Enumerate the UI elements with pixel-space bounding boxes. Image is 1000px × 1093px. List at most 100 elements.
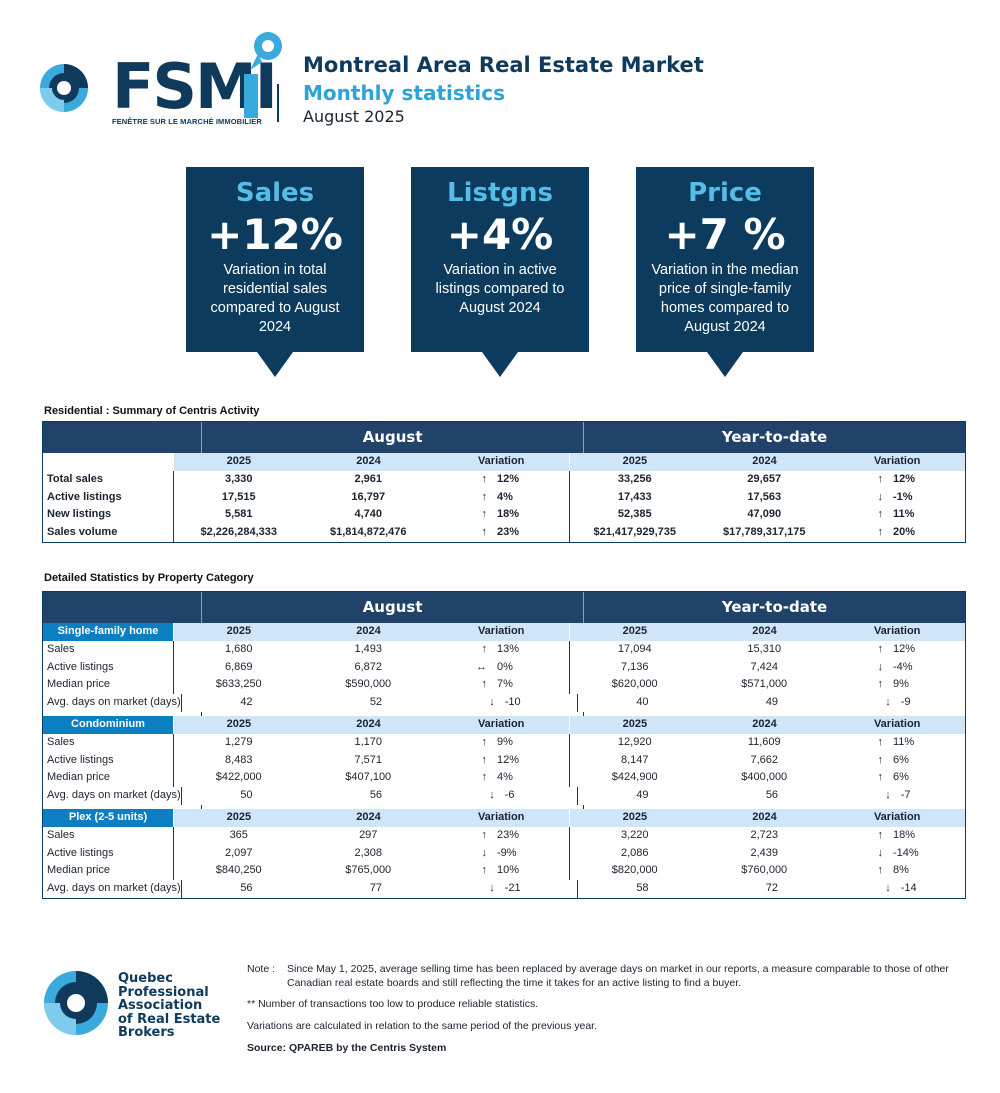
august-values: $2,226,284,333 $1,814,872,476 ↑ 23% — [173, 524, 569, 542]
ytd-values: 52,385 47,090 ↑ 11% — [569, 506, 965, 525]
col-variation: Variation — [477, 810, 525, 823]
brand-tagline: FENÊTRE SUR LE MARCHÉ IMMOBILIER — [112, 117, 262, 126]
august-values: 365 297 ↑ 23% — [173, 826, 569, 845]
value-2025: 42 — [240, 696, 253, 709]
august-values: 3,330 2,961 ↑ 12% — [173, 470, 569, 489]
ytd-values: $620,000 $571,000 ↑ 9% — [569, 676, 965, 695]
trend-arrow-icon: ↓ — [885, 789, 891, 802]
row-label: Avg. days on market (days) — [47, 789, 181, 802]
variation-cell: ↓ -9 — [837, 694, 973, 712]
value-2025: 7,136 — [620, 660, 649, 673]
col-2025: 2025 — [622, 717, 648, 730]
col-2025: 2025 — [226, 625, 252, 637]
trend-arrow-icon: ↑ — [481, 642, 488, 655]
table-row: Sales 365 297 ↑ 23% 3,220 2,723 ↑ 18% — [43, 826, 965, 845]
fsmi-logo-mark-icon — [40, 64, 88, 112]
spacer-cell — [201, 804, 583, 809]
variation-value: 9% — [893, 678, 909, 691]
row-label: Active listings — [47, 846, 114, 859]
ytd-values: $820,000 $760,000 ↑ 8% — [569, 862, 965, 881]
variation-value: 12% — [893, 642, 916, 655]
variation-cell: ↑ 18% — [829, 827, 965, 845]
ytd-values: 3,220 2,723 ↑ 18% — [569, 826, 965, 845]
august-values: 56 77 ↓ -21 — [180, 880, 577, 898]
trend-arrow-icon: ↑ — [877, 472, 884, 485]
value-2024: 56 — [369, 789, 383, 802]
value-2024: 7,424 — [750, 660, 779, 673]
value-2024: 2,439 — [750, 846, 779, 859]
trend-arrow-icon: ↑ — [877, 828, 884, 841]
row-label: Sales — [47, 735, 75, 748]
value-2025: $620,000 — [611, 678, 658, 691]
col-2024: 2024 — [752, 455, 777, 467]
header-divider — [277, 84, 279, 122]
group-year-to-date: Year-to-date — [583, 592, 965, 623]
table-row: Total sales 3,330 2,961 ↑ 12% 33,256 29,657 ↑ 12… — [43, 470, 965, 489]
trend-arrow-icon: ↑ — [877, 864, 884, 877]
variation-cell: ↑ 9% — [829, 676, 965, 694]
ytd-values: $21,417,929,735 $17,789,317,175 ↑ 20% — [569, 524, 965, 542]
trend-arrow-icon: ↓ — [489, 789, 495, 802]
row-label: Median price — [47, 771, 110, 784]
value-2025: 3,330 — [224, 472, 253, 485]
value-2024: 7,571 — [354, 753, 383, 766]
kpi-title: Price — [688, 178, 762, 208]
kpi-description: Variation in active listings compared to… — [435, 262, 565, 316]
value-2024: 7,662 — [750, 753, 779, 766]
trend-arrow-icon: ↑ — [877, 678, 884, 691]
col-variation: Variation — [477, 717, 525, 730]
table-row: Active listings 2,097 2,308 ↓ -9% 2,086 2,439 ↓… — [43, 844, 965, 863]
variation-value: 13% — [497, 642, 520, 655]
table-row: New listings 5,581 4,740 ↑ 18% 52,385 47,090 ↑ 1… — [43, 506, 965, 525]
trend-arrow-icon: ↑ — [481, 735, 488, 748]
data-source: Source: QPAREB by the Centris System — [247, 1042, 447, 1054]
variation-value: 20% — [893, 526, 916, 539]
value-2025: 50 — [240, 789, 253, 802]
trend-arrow-icon: ↑ — [481, 678, 488, 691]
trend-arrow-icon: ↑ — [481, 828, 488, 841]
variation-value: -14 — [900, 882, 917, 895]
value-2025: 2,097 — [224, 846, 253, 859]
column-header-august: 2025 2024 Variation — [173, 453, 569, 471]
page-subtitle: Monthly statistics — [303, 81, 505, 105]
variation-cell: ↓ -14% — [829, 845, 965, 863]
col-variation: Variation — [873, 455, 921, 467]
table-row: Median price $633,250 $590,000 ↑ 7% $620,000 $… — [43, 676, 965, 695]
value-2025: $820,000 — [611, 864, 658, 877]
variation-cell: ↓ -6 — [441, 787, 577, 805]
row-label: Active listings — [47, 490, 122, 503]
ytd-values: 12,920 11,609 ↑ 11% — [569, 733, 965, 752]
kpi-value: +7 % — [664, 210, 786, 259]
variation-cell: ↑ 12% — [433, 471, 569, 489]
value-2025: 8,147 — [620, 753, 649, 766]
variation-value: 12% — [497, 753, 520, 766]
value-2025: 365 — [229, 828, 248, 841]
august-values: 50 56 ↓ -6 — [180, 787, 577, 805]
note-text: Since May 1, 2025, average selling time … — [287, 963, 949, 989]
value-2025: 49 — [636, 789, 649, 802]
variation-cell: ↑ 20% — [829, 524, 965, 542]
variation-cell: ↓ -7 — [837, 787, 973, 805]
kpi-description: Variation in the median price of single-… — [651, 262, 799, 335]
value-2025: $633,250 — [215, 678, 262, 691]
table-row: Sales volume $2,226,284,333 $1,814,872,476… — [43, 524, 965, 542]
spacer-row — [43, 711, 965, 716]
col-variation: Variation — [477, 455, 525, 467]
kpi-value: +4% — [446, 210, 554, 259]
variation-cell: ↑ 6% — [829, 769, 965, 787]
variation-cell: ↑ 9% — [433, 734, 569, 752]
august-values: 17,515 16,797 ↑ 4% — [173, 488, 569, 507]
variation-value: 8% — [893, 864, 909, 877]
variation-value: -1% — [893, 490, 913, 503]
report-date: August 2025 — [303, 107, 405, 126]
header-spacer — [43, 422, 201, 453]
kpi-title: Sales — [235, 178, 315, 208]
col-2024: 2024 — [356, 717, 381, 730]
column-header-august: 2025 2024 Variation — [173, 715, 569, 734]
summary-table: August Year-to-date 2025 2024 Variation … — [42, 421, 966, 543]
value-2025: $840,250 — [215, 864, 262, 877]
value-2025: 33,256 — [617, 472, 652, 485]
trend-arrow-icon: ↓ — [885, 696, 891, 709]
value-2024: 2,308 — [354, 846, 383, 859]
variation-value: -9% — [497, 846, 517, 859]
